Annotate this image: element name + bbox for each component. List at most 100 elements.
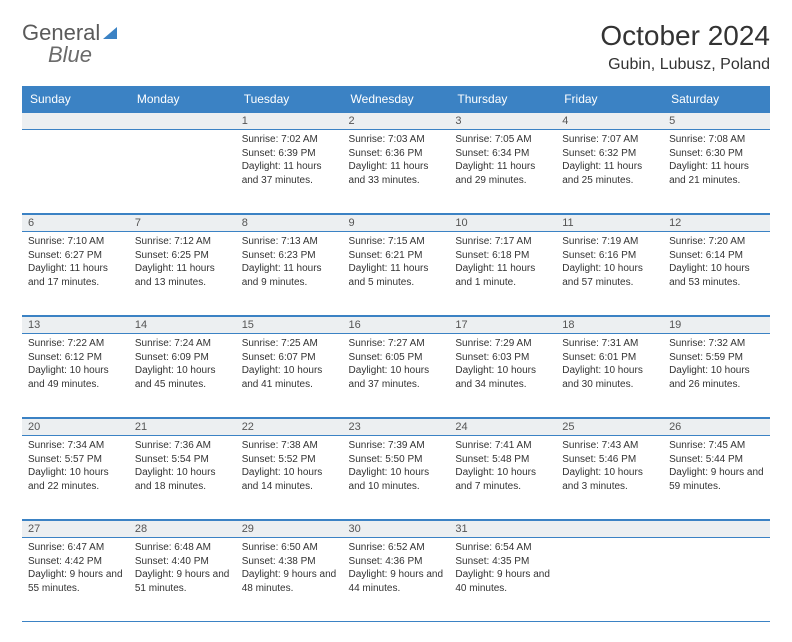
sunset-text: Sunset: 4:38 PM <box>242 555 337 569</box>
day-header-row: Sunday Monday Tuesday Wednesday Thursday… <box>22 87 770 112</box>
day-cell: Sunrise: 7:03 AMSunset: 6:36 PMDaylight:… <box>343 130 450 214</box>
daylight-text: Daylight: 11 hours and 5 minutes. <box>349 262 444 289</box>
daylight-text: Daylight: 11 hours and 9 minutes. <box>242 262 337 289</box>
week-content-row: Sunrise: 7:22 AMSunset: 6:12 PMDaylight:… <box>22 334 770 418</box>
daylight-text: Daylight: 10 hours and 18 minutes. <box>135 466 230 493</box>
day-number: 29 <box>236 520 343 537</box>
sunrise-text: Sunrise: 7:17 AM <box>455 235 550 249</box>
day-number-cell: 5 <box>663 112 770 130</box>
day-number-empty <box>129 112 236 129</box>
sunrise-text: Sunrise: 6:54 AM <box>455 541 550 555</box>
sunrise-text: Sunrise: 7:10 AM <box>28 235 123 249</box>
day-number: 13 <box>22 316 129 333</box>
day-header: Wednesday <box>343 87 450 112</box>
sunrise-text: Sunrise: 7:32 AM <box>669 337 764 351</box>
daylight-text: Daylight: 10 hours and 53 minutes. <box>669 262 764 289</box>
day-cell: Sunrise: 7:20 AMSunset: 6:14 PMDaylight:… <box>663 232 770 316</box>
day-number-cell: 21 <box>129 418 236 436</box>
day-number: 12 <box>663 214 770 231</box>
day-number-cell: 11 <box>556 214 663 232</box>
day-number-cell: 17 <box>449 316 556 334</box>
day-cell <box>556 538 663 622</box>
daylight-text: Daylight: 10 hours and 49 minutes. <box>28 364 123 391</box>
day-cell: Sunrise: 7:07 AMSunset: 6:32 PMDaylight:… <box>556 130 663 214</box>
day-details: Sunrise: 6:54 AMSunset: 4:35 PMDaylight:… <box>449 538 556 601</box>
day-number-cell: 16 <box>343 316 450 334</box>
day-number-cell: 30 <box>343 520 450 538</box>
day-number: 7 <box>129 214 236 231</box>
daylight-text: Daylight: 11 hours and 33 minutes. <box>349 160 444 187</box>
sunrise-text: Sunrise: 7:13 AM <box>242 235 337 249</box>
daylight-text: Daylight: 11 hours and 17 minutes. <box>28 262 123 289</box>
day-cell: Sunrise: 7:02 AMSunset: 6:39 PMDaylight:… <box>236 130 343 214</box>
page-header: General Blue October 2024 Gubin, Lubusz,… <box>22 20 770 74</box>
day-details: Sunrise: 7:03 AMSunset: 6:36 PMDaylight:… <box>343 130 450 193</box>
sunset-text: Sunset: 6:25 PM <box>135 249 230 263</box>
daylight-text: Daylight: 10 hours and 14 minutes. <box>242 466 337 493</box>
day-number-cell: 31 <box>449 520 556 538</box>
day-number: 26 <box>663 418 770 435</box>
title-block: October 2024 Gubin, Lubusz, Poland <box>600 20 770 74</box>
day-number-cell: 12 <box>663 214 770 232</box>
day-number-cell: 15 <box>236 316 343 334</box>
day-cell: Sunrise: 7:45 AMSunset: 5:44 PMDaylight:… <box>663 436 770 520</box>
sunrise-text: Sunrise: 7:03 AM <box>349 133 444 147</box>
day-number-cell: 20 <box>22 418 129 436</box>
day-number: 30 <box>343 520 450 537</box>
day-number-cell <box>556 520 663 538</box>
daylight-text: Daylight: 9 hours and 44 minutes. <box>349 568 444 595</box>
day-cell <box>22 130 129 214</box>
day-details: Sunrise: 7:24 AMSunset: 6:09 PMDaylight:… <box>129 334 236 397</box>
daylight-text: Daylight: 9 hours and 59 minutes. <box>669 466 764 493</box>
day-number-cell: 22 <box>236 418 343 436</box>
daylight-text: Daylight: 11 hours and 13 minutes. <box>135 262 230 289</box>
day-header: Sunday <box>22 87 129 112</box>
day-cell <box>129 130 236 214</box>
sunrise-text: Sunrise: 6:48 AM <box>135 541 230 555</box>
daylight-text: Daylight: 10 hours and 10 minutes. <box>349 466 444 493</box>
week-number-row: 20212223242526 <box>22 418 770 436</box>
logo-text-blue: Blue <box>48 42 117 68</box>
day-number: 27 <box>22 520 129 537</box>
week-content-row: Sunrise: 7:34 AMSunset: 5:57 PMDaylight:… <box>22 436 770 520</box>
day-cell <box>663 538 770 622</box>
day-number: 6 <box>22 214 129 231</box>
sunrise-text: Sunrise: 7:15 AM <box>349 235 444 249</box>
day-cell: Sunrise: 7:39 AMSunset: 5:50 PMDaylight:… <box>343 436 450 520</box>
day-number: 4 <box>556 112 663 129</box>
week-content-row: Sunrise: 7:10 AMSunset: 6:27 PMDaylight:… <box>22 232 770 316</box>
calendar-page: General Blue October 2024 Gubin, Lubusz,… <box>0 0 792 642</box>
day-number-cell: 2 <box>343 112 450 130</box>
sunset-text: Sunset: 6:05 PM <box>349 351 444 365</box>
day-cell: Sunrise: 6:54 AMSunset: 4:35 PMDaylight:… <box>449 538 556 622</box>
day-number-cell: 25 <box>556 418 663 436</box>
sunrise-text: Sunrise: 7:07 AM <box>562 133 657 147</box>
day-number: 8 <box>236 214 343 231</box>
day-number-empty <box>556 520 663 537</box>
daylight-text: Daylight: 11 hours and 29 minutes. <box>455 160 550 187</box>
day-cell: Sunrise: 7:36 AMSunset: 5:54 PMDaylight:… <box>129 436 236 520</box>
day-number-cell <box>22 112 129 130</box>
week-number-row: 2728293031 <box>22 520 770 538</box>
sunset-text: Sunset: 6:16 PM <box>562 249 657 263</box>
day-cell: Sunrise: 6:50 AMSunset: 4:38 PMDaylight:… <box>236 538 343 622</box>
day-header: Friday <box>556 87 663 112</box>
day-number: 11 <box>556 214 663 231</box>
day-details: Sunrise: 6:50 AMSunset: 4:38 PMDaylight:… <box>236 538 343 601</box>
day-details: Sunrise: 7:17 AMSunset: 6:18 PMDaylight:… <box>449 232 556 295</box>
daylight-text: Daylight: 9 hours and 51 minutes. <box>135 568 230 595</box>
sunrise-text: Sunrise: 7:41 AM <box>455 439 550 453</box>
day-number: 9 <box>343 214 450 231</box>
day-cell: Sunrise: 7:13 AMSunset: 6:23 PMDaylight:… <box>236 232 343 316</box>
sunset-text: Sunset: 4:40 PM <box>135 555 230 569</box>
week-number-row: 6789101112 <box>22 214 770 232</box>
sunset-text: Sunset: 6:36 PM <box>349 147 444 161</box>
sunset-text: Sunset: 5:44 PM <box>669 453 764 467</box>
sunset-text: Sunset: 6:12 PM <box>28 351 123 365</box>
week-content-row: Sunrise: 7:02 AMSunset: 6:39 PMDaylight:… <box>22 130 770 214</box>
day-number: 1 <box>236 112 343 129</box>
day-details: Sunrise: 7:25 AMSunset: 6:07 PMDaylight:… <box>236 334 343 397</box>
sunset-text: Sunset: 5:50 PM <box>349 453 444 467</box>
day-number-cell: 29 <box>236 520 343 538</box>
day-number: 31 <box>449 520 556 537</box>
